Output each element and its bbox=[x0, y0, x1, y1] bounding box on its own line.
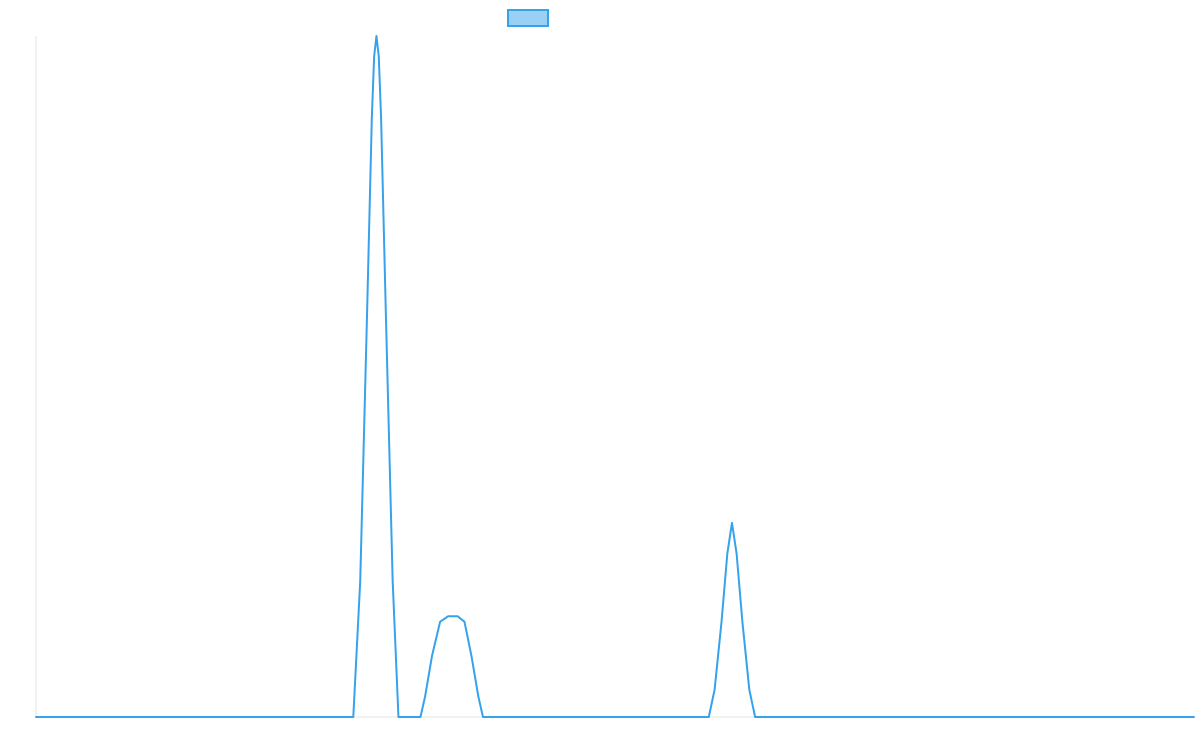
series-line-1 bbox=[35, 35, 1195, 718]
legend[interactable] bbox=[507, 9, 549, 27]
axes bbox=[35, 36, 1194, 718]
plot-area bbox=[35, 35, 1195, 718]
legend-swatch-1[interactable] bbox=[507, 9, 549, 27]
